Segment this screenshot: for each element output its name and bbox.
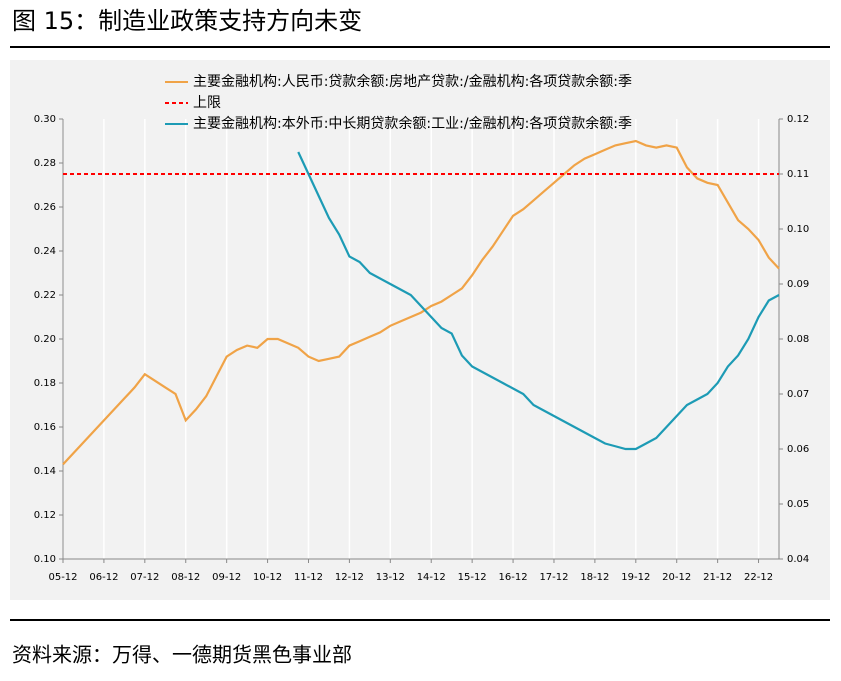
x-tick-label: 10-12 (253, 572, 282, 583)
y-tick-label: 0.24 (34, 246, 56, 257)
y-tick-label: 0.26 (34, 202, 56, 213)
series-line (62, 139, 780, 466)
x-tick-label: 17-12 (539, 572, 568, 583)
y-tick-label: 0.16 (34, 422, 56, 433)
y-tick-label: 0.18 (34, 378, 56, 389)
y-tick-label: 0.10 (34, 554, 56, 565)
x-tick-label: 05-12 (48, 572, 77, 583)
x-tick-label: 14-12 (417, 572, 446, 583)
legend-label: 上限 (193, 95, 221, 111)
x-tick-label: 12-12 (335, 572, 364, 583)
x-tick-label: 18-12 (580, 572, 609, 583)
x-tick-label: 21-12 (703, 572, 732, 583)
y-tick-label: 0.20 (34, 334, 56, 345)
source-note: 资料来源：万得、一德期货黑色事业部 (12, 643, 352, 667)
y2-tick-label: 0.10 (787, 224, 809, 235)
x-tick-label: 11-12 (294, 572, 323, 583)
y-tick-label: 0.14 (34, 466, 56, 477)
figure-title: 图 15：制造业政策支持方向未变 (12, 7, 362, 35)
y-tick-label: 0.30 (34, 114, 56, 125)
y2-tick-label: 0.07 (787, 389, 809, 400)
x-tick-label: 19-12 (621, 572, 650, 583)
x-tick-label: 16-12 (499, 572, 528, 583)
legend-label: 主要金融机构:本外币:中长期贷款余额:工业:/金融机构:各项贷款余额:季 (193, 115, 632, 132)
x-tick-label: 22-12 (744, 572, 773, 583)
y2-tick-label: 0.11 (787, 169, 809, 180)
x-tick-label: 15-12 (458, 572, 487, 583)
y2-tick-label: 0.12 (787, 114, 809, 125)
x-tick-label: 08-12 (171, 572, 200, 583)
y-tick-label: 0.28 (34, 158, 56, 169)
x-tick-label: 20-12 (662, 572, 691, 583)
series-line (297, 151, 780, 451)
y2-tick-label: 0.06 (787, 444, 809, 455)
y2-tick-label: 0.05 (787, 499, 809, 510)
y2-tick-label: 0.09 (787, 279, 809, 290)
y-tick-label: 0.12 (34, 510, 56, 521)
x-tick-label: 13-12 (376, 572, 405, 583)
x-tick-label: 09-12 (212, 572, 241, 583)
y-tick-label: 0.22 (34, 290, 56, 301)
chart-background (10, 60, 830, 600)
legend-label: 主要金融机构:人民币:贷款余额:房地产贷款:/金融机构:各项贷款余额:季 (193, 73, 632, 90)
x-tick-label: 07-12 (130, 572, 159, 583)
y2-tick-label: 0.08 (787, 334, 809, 345)
x-tick-label: 06-12 (89, 572, 118, 583)
y2-tick-label: 0.04 (787, 554, 809, 565)
